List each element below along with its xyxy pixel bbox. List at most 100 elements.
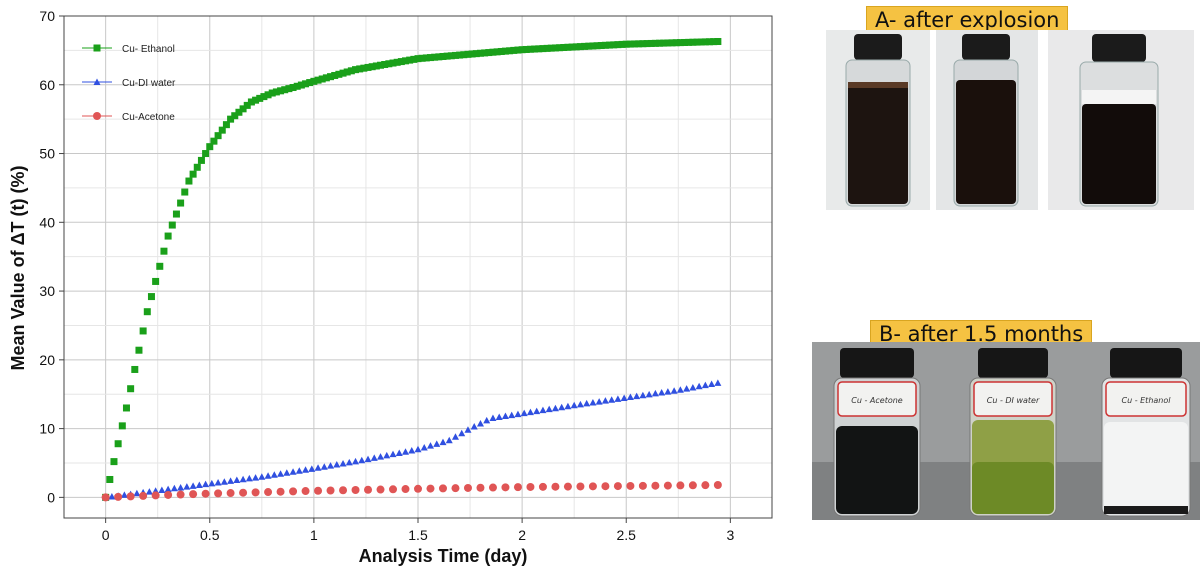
data-point <box>538 482 547 491</box>
data-point <box>520 409 528 417</box>
data-point <box>297 81 305 89</box>
data-point <box>614 395 622 402</box>
bottom-vial-di-water: Cu - DI water <box>969 348 1057 517</box>
legend-label: Cu-DI water <box>122 78 176 89</box>
data-point <box>551 482 560 491</box>
data-point <box>310 77 318 85</box>
data-point <box>445 436 453 444</box>
data-point <box>664 388 672 395</box>
data-point <box>156 262 164 270</box>
data-point <box>283 469 291 476</box>
data-point <box>131 365 139 373</box>
data-point <box>314 464 322 471</box>
data-point <box>164 490 173 499</box>
vial-label-acetone: Cu - Acetone <box>851 396 903 405</box>
data-point <box>595 398 603 405</box>
data-point <box>589 398 597 406</box>
data-point <box>431 53 439 61</box>
data-point <box>206 143 214 151</box>
data-point <box>489 414 497 421</box>
data-point <box>489 48 497 56</box>
x-tick-label: 0 <box>102 527 110 543</box>
data-point <box>435 53 443 61</box>
data-point <box>714 38 722 46</box>
data-point <box>383 451 391 459</box>
data-point <box>526 482 535 491</box>
data-point <box>360 64 368 72</box>
data-point <box>506 47 514 55</box>
data-point <box>576 400 584 408</box>
data-point <box>439 52 447 60</box>
data-point <box>220 478 228 485</box>
data-point <box>402 448 410 455</box>
data-point <box>647 39 655 47</box>
data-point <box>613 482 622 491</box>
data-point <box>618 40 626 48</box>
data-point <box>438 484 447 493</box>
data-point <box>572 43 580 51</box>
data-point <box>701 381 709 389</box>
data-point <box>695 382 703 390</box>
data-point <box>468 50 476 58</box>
data-point <box>120 491 128 498</box>
data-point <box>202 480 210 488</box>
data-point <box>535 45 543 53</box>
data-point <box>576 43 584 51</box>
data-point <box>147 293 155 301</box>
data-point <box>314 486 323 495</box>
data-point <box>543 44 551 52</box>
data-point <box>177 483 185 491</box>
data-point <box>663 481 672 490</box>
data-point <box>458 429 466 437</box>
data-point <box>302 80 310 88</box>
legend: Cu- Ethanol Cu-DI water Cu-Acetone <box>82 44 176 123</box>
data-point <box>497 47 505 55</box>
data-point <box>481 49 489 57</box>
top-vial-2 <box>936 30 1038 210</box>
data-point <box>210 137 218 145</box>
data-point <box>364 63 372 71</box>
data-point <box>451 433 459 440</box>
data-point <box>164 485 172 493</box>
data-point <box>231 112 239 120</box>
data-point <box>676 481 685 490</box>
data-point <box>685 38 693 46</box>
data-point <box>252 474 260 481</box>
data-point <box>539 406 547 414</box>
data-point <box>645 390 653 398</box>
series-0 <box>102 38 722 501</box>
y-tick-label: 20 <box>39 352 55 368</box>
data-point <box>108 493 116 500</box>
data-point <box>352 457 360 465</box>
data-point <box>701 38 709 46</box>
data-point <box>426 442 434 449</box>
data-point <box>272 88 280 96</box>
data-point <box>401 485 410 494</box>
data-point <box>239 475 247 483</box>
data-point <box>385 60 393 68</box>
data-point <box>397 58 405 66</box>
data-point <box>426 484 435 493</box>
data-point <box>301 487 310 496</box>
data-point <box>189 170 197 178</box>
data-point <box>493 48 501 56</box>
data-point <box>270 471 278 478</box>
data-point <box>614 41 622 49</box>
data-point <box>389 485 398 494</box>
data-point <box>531 45 539 53</box>
data-point <box>289 487 298 496</box>
data-point <box>377 453 385 460</box>
data-point <box>295 467 303 474</box>
data-point <box>214 132 222 140</box>
data-point <box>638 481 647 490</box>
data-point <box>152 277 160 285</box>
data-point <box>451 484 460 493</box>
data-point <box>281 86 289 94</box>
data-point <box>589 42 597 50</box>
data-point <box>326 486 335 495</box>
data-point <box>585 42 593 50</box>
data-point <box>501 47 509 55</box>
data-point <box>608 396 616 403</box>
